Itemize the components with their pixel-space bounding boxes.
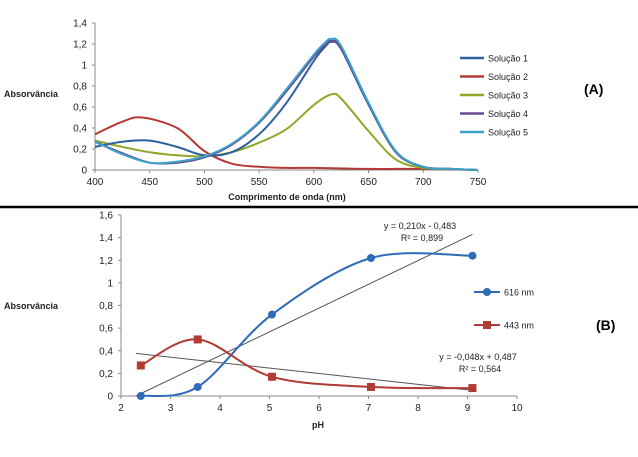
trendline-616-r2: R² = 0,899 — [401, 233, 443, 243]
chart-b-y-tick-label: 1,4 — [99, 233, 113, 244]
chart-b-x-tick-label: 8 — [415, 403, 421, 414]
legend-label: 443 nm — [504, 321, 534, 331]
trendline-616 — [135, 234, 473, 397]
chart-b-x-tick-label: 7 — [366, 403, 372, 414]
chart-a-x-tick-label: 550 — [251, 177, 268, 188]
chart-a-x-tick-label: 600 — [306, 177, 323, 188]
legend-label: Solução 4 — [488, 109, 528, 119]
chart-a-y-tick-label: 0,4 — [73, 124, 87, 135]
chart-b-x-tick-label: 4 — [217, 403, 223, 414]
chart-a-panel-label: (A) — [584, 81, 603, 97]
chart-b-y-tick-label: 0,8 — [99, 301, 113, 312]
data-point-616-nm — [366, 253, 375, 262]
chart-b-y-tick-label: 1,2 — [99, 256, 113, 267]
chart-a-x-axis-label: Comprimento de onda (nm) — [228, 192, 346, 202]
chart-b-x-tick-label: 6 — [316, 403, 322, 414]
chart-a-x-tick-label: 650 — [360, 177, 377, 188]
chart-b-y-tick-label: 0,2 — [99, 369, 113, 380]
trendline-443-r2: R² = 0,564 — [459, 364, 501, 374]
chart-b-y-tick-label: 1,6 — [99, 211, 113, 222]
trendline-443 — [135, 352, 473, 391]
chart-b-markers — [136, 251, 477, 400]
chart-b-x-tick-label: 2 — [118, 403, 124, 414]
chart-b-panel-label: (B) — [596, 317, 615, 333]
chart-a-x-tick-label: 400 — [87, 177, 104, 188]
series-line-solu-o-4 — [94, 39, 479, 171]
series-line-solu-o-5 — [94, 37, 479, 171]
legend-marker — [483, 321, 491, 329]
chart-b-trendlines — [135, 234, 473, 397]
series-line-solu-o-3 — [94, 92, 479, 171]
chart-b-y-tick-label: 1 — [107, 278, 113, 289]
chart-b-x-tick-label: 10 — [511, 403, 523, 414]
data-point-616-nm — [136, 392, 145, 400]
series-line-solu-o-1 — [94, 40, 479, 171]
legend-label: Solução 1 — [488, 54, 528, 64]
chart-b-y-axis-label: Absorvância — [4, 301, 59, 311]
chart-a-x-tick-label: 500 — [196, 177, 213, 188]
chart-a-axes: 400 450 500 550 600 650 700 750 0 0,2 0,4 0,6 0,8 1 1,… — [73, 19, 487, 189]
legend-label: Solução 2 — [488, 72, 528, 82]
series-line-616-nm — [140, 252, 473, 398]
chart-b-y-tick-label: 0,4 — [99, 346, 113, 357]
series-line-solu-o-2 — [94, 116, 479, 171]
chart-a-y-tick-label: 0,2 — [73, 145, 87, 156]
chart-b-legend: 616 nm 443 nm — [474, 288, 534, 331]
data-point-616-nm — [468, 251, 477, 260]
chart-a-x-tick-label: 700 — [415, 177, 432, 188]
chart-b-axes: 2 3 4 5 6 7 8 9 10 0 0,2 0,4 0,6 0,8 1 1,2 1,4 1,6 — [99, 211, 523, 415]
chart-b-x-tick-label: 9 — [465, 403, 471, 414]
chart-a-legend: Solução 1 Solução 2 Solução 3 Solução 4 Solu… — [460, 54, 528, 138]
chart-a-y-tick-label: 0,6 — [73, 103, 87, 114]
data-point-443-nm — [468, 384, 477, 393]
chart-a-y-tick-label: 0 — [81, 166, 87, 177]
chart-a: 400 450 500 550 600 650 700 750 0 0,2 0,4 0,6 0,8 1 1,… — [4, 19, 603, 203]
data-point-443-nm — [136, 361, 145, 370]
data-point-443-nm — [366, 382, 375, 391]
chart-a-y-axis-label: Absorvância — [4, 89, 59, 99]
chart-a-x-tick-label: 750 — [470, 177, 487, 188]
data-point-443-nm — [193, 335, 202, 344]
chart-a-y-tick-label: 1 — [81, 61, 87, 72]
trendline-616-equation: y = 0,210x - 0,483 — [384, 221, 456, 231]
data-point-616-nm — [267, 310, 276, 319]
legend-label: Solução 3 — [488, 91, 528, 101]
chart-a-y-tick-label: 1,4 — [73, 19, 87, 30]
chart-b-y-tick-label: 0 — [107, 392, 113, 403]
chart-a-y-tick-label: 1,2 — [73, 40, 87, 51]
chart-b: 2 3 4 5 6 7 8 9 10 0 0,2 0,4 0,6 0,8 1 1,2 1,4 1,6 Absorv… — [4, 211, 615, 431]
data-point-616-nm — [193, 382, 202, 391]
chart-a-y-tick-label: 0,8 — [73, 82, 87, 93]
chart-b-y-tick-label: 0,6 — [99, 324, 113, 335]
trendline-443-equation: y = -0,048x + 0,487 — [439, 352, 517, 362]
chart-b-x-tick-label: 3 — [168, 403, 174, 414]
series-line-443-nm — [140, 338, 473, 390]
data-point-443-nm — [267, 372, 276, 381]
chart-b-x-tick-label: 5 — [267, 403, 273, 414]
legend-marker — [483, 288, 491, 296]
chart-b-series — [140, 252, 473, 398]
legend-label: 616 nm — [504, 288, 534, 298]
chart-b-x-axis-label: pH — [312, 420, 324, 430]
legend-label: Solução 5 — [488, 128, 528, 138]
chart-a-series — [94, 37, 479, 171]
chart-a-x-tick-label: 450 — [141, 177, 158, 188]
